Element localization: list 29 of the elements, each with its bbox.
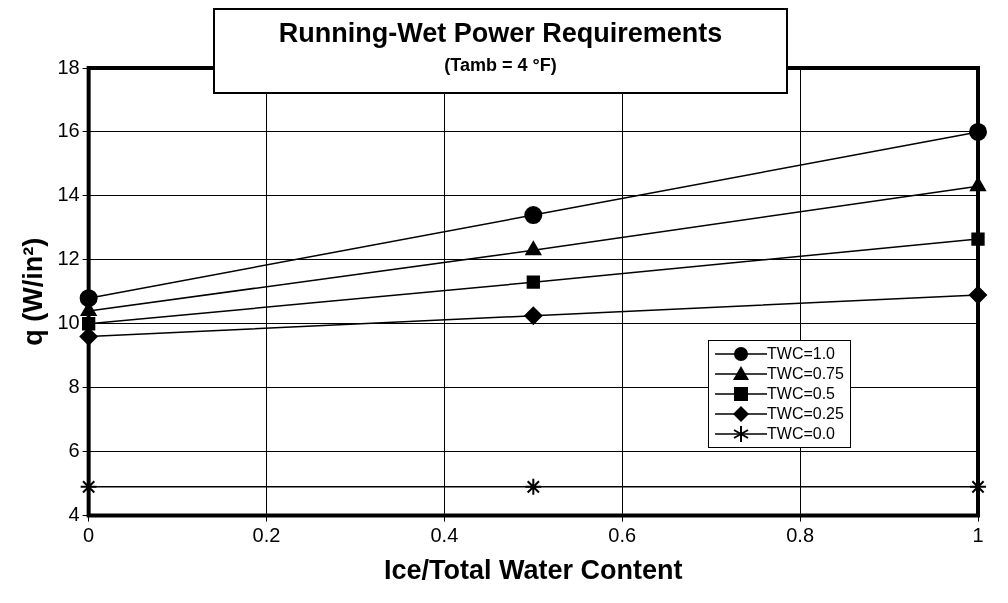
y-axis-title: q (W/in²) xyxy=(17,237,48,346)
title-box: Running-Wet Power Requirements (Tamb = 4 °F) xyxy=(213,8,788,94)
x-axis-title: Ice/Total Water Content xyxy=(384,555,683,586)
y-tick-label: 16 xyxy=(57,119,80,142)
x-tick-label: 0.4 xyxy=(430,524,459,547)
legend-label: TWC=0.75 xyxy=(767,365,844,383)
y-tick-label: 14 xyxy=(57,183,80,206)
y-tick-label: 10 xyxy=(57,311,80,334)
point xyxy=(525,241,542,256)
x-tick-label: 0.2 xyxy=(252,524,281,547)
legend-label: TWC=0.5 xyxy=(767,385,836,403)
y-tick-label: 12 xyxy=(57,247,80,270)
x-tick-label: 0.6 xyxy=(608,524,637,547)
y-tick-label: 4 xyxy=(68,503,80,526)
point xyxy=(526,275,540,289)
legend-label: TWC=1.0 xyxy=(767,345,836,363)
legend-label: TWC=0.0 xyxy=(767,425,836,443)
point xyxy=(524,306,543,325)
chart-title: Running-Wet Power Requirements xyxy=(277,18,724,49)
legend-label: TWC=0.25 xyxy=(767,405,844,423)
point xyxy=(524,206,543,225)
y-tick-label: 8 xyxy=(68,375,80,398)
x-tick-label: 0.8 xyxy=(786,524,815,547)
point xyxy=(524,477,543,496)
y-tick-label: 18 xyxy=(57,55,80,78)
y-tick-label: 6 xyxy=(68,439,80,462)
x-tick-label: 1 xyxy=(972,524,984,547)
x-tick-label: 0 xyxy=(83,524,95,547)
chart-subtitle: (Tamb = 4 °F) xyxy=(443,55,558,76)
